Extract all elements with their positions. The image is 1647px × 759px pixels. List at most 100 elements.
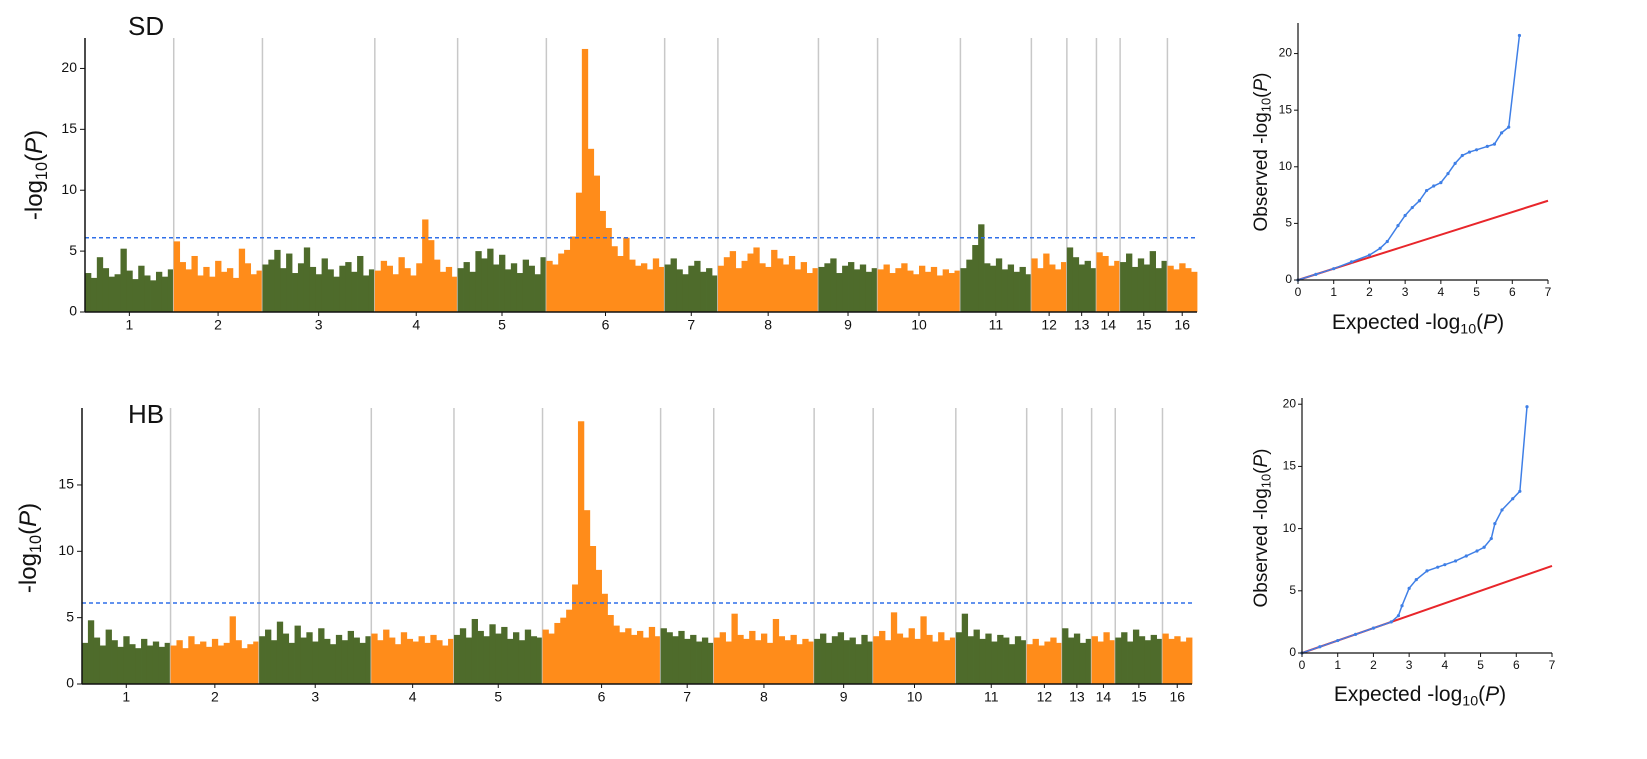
x-tick-label: 2 <box>211 689 219 705</box>
snp-column <box>713 637 721 684</box>
y-tick-label: 0 <box>1289 645 1296 659</box>
snp-column <box>1032 638 1039 684</box>
x-tick-label: 11 <box>989 317 1004 333</box>
snp-column <box>489 624 496 684</box>
snp-column <box>1026 644 1033 684</box>
snp-column <box>1062 628 1069 684</box>
qq-point <box>1507 125 1511 129</box>
snp-column <box>513 632 520 684</box>
snp-column <box>973 629 980 684</box>
qq-point <box>1460 153 1464 158</box>
snp-column <box>430 634 437 684</box>
x-tick-label: 1 <box>122 689 130 705</box>
qq-point <box>1464 554 1468 558</box>
snp-column <box>1137 258 1145 312</box>
snp-column <box>794 269 802 312</box>
qq-point <box>1389 620 1393 624</box>
snp-column <box>884 640 892 684</box>
snp-column <box>1143 264 1151 312</box>
qq-point <box>1424 188 1429 193</box>
snp-column <box>1132 629 1140 684</box>
snp-column <box>711 275 719 312</box>
snp-column <box>416 263 423 312</box>
snp-column <box>1149 251 1156 312</box>
snp-column <box>843 640 850 684</box>
snp-column <box>635 265 642 312</box>
x-tick-label: 4 <box>1442 658 1449 672</box>
axis-title-part: ( <box>21 154 48 162</box>
snp-column <box>197 275 204 312</box>
x-tick-label: 0 <box>1299 658 1306 672</box>
snp-column <box>1179 263 1186 312</box>
y-tick-label: 0 <box>66 675 74 691</box>
qq-point <box>1396 614 1401 618</box>
snp-column <box>646 269 654 312</box>
snp-column <box>1025 274 1032 312</box>
qq-point <box>1414 578 1418 582</box>
snp-column <box>1091 636 1098 684</box>
snp-column <box>666 632 673 684</box>
snp-column <box>859 264 867 312</box>
snp-column <box>790 634 797 684</box>
snp-column <box>737 634 744 684</box>
snp-column <box>966 259 973 312</box>
snp-column <box>599 210 606 312</box>
snp-column <box>853 269 861 312</box>
y-tick-label: 20 <box>61 59 77 75</box>
snp-column <box>690 634 697 684</box>
snp-column <box>200 641 207 684</box>
qq-point <box>1353 632 1358 636</box>
snp-column <box>731 613 738 684</box>
x-tick-label: 6 <box>598 689 606 705</box>
x-tick-label: 12 <box>1041 317 1057 333</box>
axis-title-part: P <box>1251 454 1272 467</box>
snp-column <box>221 271 228 312</box>
snp-column <box>920 616 927 684</box>
snp-column <box>155 271 163 312</box>
snp-column <box>759 263 766 312</box>
snp-column <box>760 633 768 684</box>
snp-column <box>223 642 231 684</box>
x-tick-label: 2 <box>214 317 222 333</box>
snp-column <box>433 259 441 312</box>
snp-column <box>209 276 216 312</box>
snp-column <box>938 632 945 684</box>
axis-title-part: ( <box>1251 467 1272 474</box>
snp-column <box>371 633 378 684</box>
snp-column <box>914 638 921 684</box>
axis-title: -log10(P) <box>15 503 45 593</box>
snp-column <box>552 264 559 312</box>
snp-column <box>262 264 269 312</box>
snp-column <box>412 641 419 684</box>
snp-column <box>812 268 819 312</box>
snp-column <box>593 175 600 312</box>
x-tick-label: 13 <box>1074 317 1090 333</box>
snp-column <box>1186 637 1193 684</box>
qq-point <box>1371 626 1376 630</box>
axis-title-part: P <box>15 511 42 527</box>
snp-column <box>960 268 967 312</box>
snp-column <box>280 268 287 312</box>
snp-column <box>605 227 612 312</box>
snp-column <box>235 640 242 684</box>
snp-column <box>297 263 305 312</box>
snp-column <box>824 263 831 312</box>
snp-column <box>540 257 547 312</box>
qq-point <box>1400 604 1404 608</box>
snp-column <box>660 628 667 684</box>
snp-column <box>315 274 322 312</box>
axis-title: Observed -log10(P) <box>1251 448 1274 607</box>
snp-column <box>96 257 104 312</box>
snp-column <box>1090 268 1097 312</box>
axis-title-part: P <box>21 138 48 154</box>
snp-column <box>955 632 963 684</box>
snp-column <box>120 248 127 312</box>
snp-column <box>365 636 372 684</box>
snp-column <box>1072 257 1080 312</box>
y-tick-label: 5 <box>66 608 74 624</box>
snp-column <box>1138 636 1146 684</box>
snp-column <box>1031 258 1038 312</box>
snp-column <box>510 263 518 312</box>
qq-point <box>1525 405 1529 409</box>
snp-column <box>117 646 124 684</box>
